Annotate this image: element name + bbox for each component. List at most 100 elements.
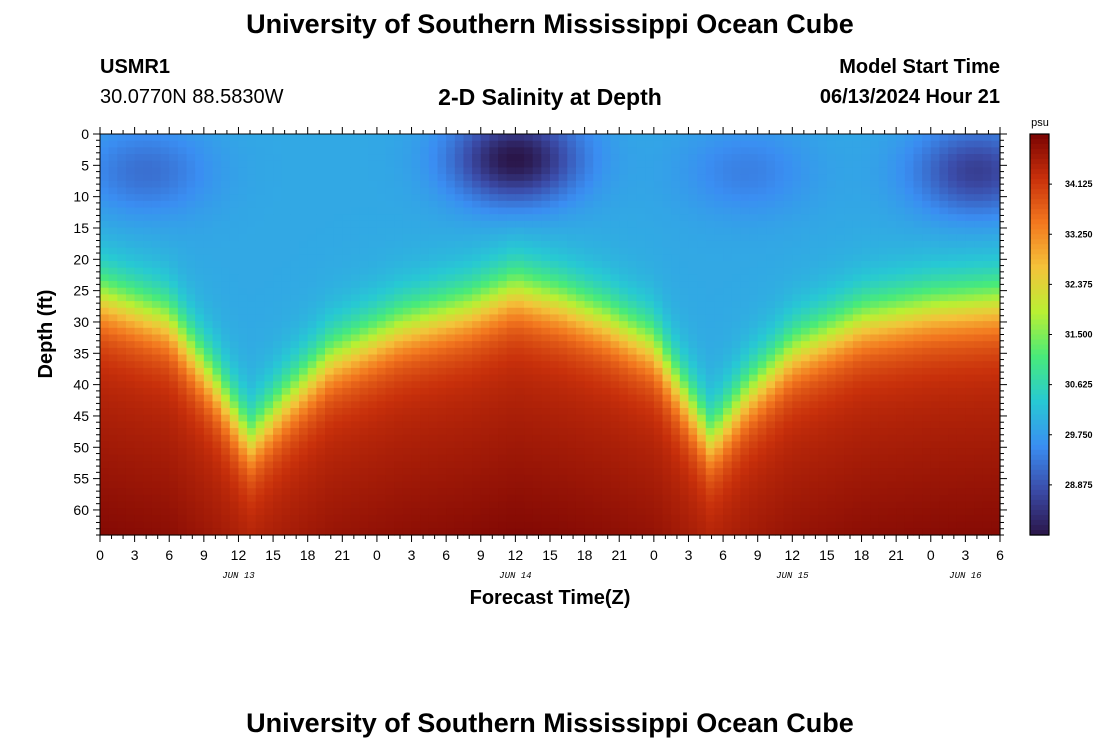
heatmap-cell bbox=[671, 408, 681, 416]
heatmap-cell bbox=[714, 227, 724, 235]
heatmap-cell bbox=[489, 441, 499, 449]
heatmap-cell bbox=[411, 481, 421, 489]
heatmap-cell bbox=[125, 287, 136, 295]
heatmap-cell bbox=[498, 314, 508, 322]
heatmap-cell bbox=[809, 267, 819, 275]
heatmap-cell bbox=[359, 301, 369, 309]
heatmap-cell bbox=[402, 481, 413, 489]
heatmap-cell bbox=[489, 454, 499, 463]
heatmap-cell bbox=[359, 421, 369, 429]
heatmap-cell bbox=[688, 374, 698, 382]
heatmap-cell bbox=[454, 307, 465, 316]
heatmap-cell bbox=[203, 401, 214, 409]
heatmap-cell bbox=[195, 434, 205, 443]
heatmap-cell bbox=[394, 174, 404, 182]
heatmap-cell bbox=[541, 267, 551, 275]
heatmap-cell bbox=[723, 521, 733, 529]
heatmap-cell bbox=[463, 474, 473, 483]
heatmap-cell bbox=[575, 374, 586, 382]
heatmap-cell bbox=[169, 287, 179, 295]
heatmap-cell bbox=[697, 180, 707, 189]
heatmap-cell bbox=[610, 441, 620, 449]
heatmap-cell bbox=[117, 187, 127, 195]
heatmap-cell bbox=[705, 428, 716, 436]
heatmap-cell bbox=[108, 321, 118, 329]
heatmap-cell bbox=[125, 274, 136, 282]
heatmap-cell bbox=[255, 227, 266, 235]
heatmap-cell bbox=[498, 481, 508, 489]
heatmap-cell bbox=[411, 501, 421, 509]
heatmap-cell bbox=[601, 354, 612, 362]
heatmap-cell bbox=[117, 281, 127, 289]
heatmap-cell bbox=[195, 468, 205, 476]
heatmap-cell bbox=[757, 187, 767, 195]
heatmap-cell bbox=[437, 481, 447, 489]
heatmap-cell bbox=[402, 147, 413, 155]
heatmap-cell bbox=[151, 481, 162, 489]
heatmap-cell bbox=[238, 247, 248, 255]
heatmap-cell bbox=[143, 494, 153, 503]
heatmap-cell bbox=[385, 234, 395, 242]
heatmap-cell bbox=[264, 227, 274, 235]
heatmap-cell bbox=[775, 501, 785, 509]
heatmap-cell bbox=[800, 134, 811, 142]
heatmap-cell bbox=[428, 260, 439, 269]
heatmap-cell bbox=[679, 361, 690, 369]
heatmap-cell bbox=[290, 167, 300, 175]
heatmap-cell bbox=[203, 267, 214, 275]
heatmap-cell bbox=[446, 508, 456, 516]
heatmap-cell bbox=[437, 508, 447, 516]
heatmap-cell bbox=[316, 481, 326, 489]
heatmap-cell bbox=[420, 314, 430, 322]
heatmap-cell bbox=[498, 214, 508, 222]
heatmap-cell bbox=[524, 281, 534, 289]
heatmap-cell bbox=[342, 327, 352, 336]
heatmap-cell bbox=[498, 521, 508, 529]
heatmap-cell bbox=[679, 501, 690, 509]
heatmap-cell bbox=[108, 254, 118, 262]
heatmap-cell bbox=[368, 281, 378, 289]
heatmap-cell bbox=[325, 307, 335, 316]
heatmap-cell bbox=[783, 267, 793, 275]
heatmap-cell bbox=[809, 307, 819, 316]
heatmap-cell bbox=[723, 160, 733, 169]
heatmap-cell bbox=[697, 387, 707, 396]
heatmap-cell bbox=[100, 287, 110, 295]
heatmap-cell bbox=[195, 488, 205, 496]
heatmap-cell bbox=[714, 214, 724, 222]
heatmap-cell bbox=[524, 361, 534, 369]
heatmap-cell bbox=[636, 240, 646, 249]
heatmap-cell bbox=[446, 494, 456, 503]
heatmap-cell bbox=[125, 200, 136, 209]
heatmap-cell bbox=[671, 321, 681, 329]
heatmap-cell bbox=[619, 294, 629, 302]
heatmap-cell bbox=[671, 521, 681, 529]
heatmap-cell bbox=[541, 240, 551, 249]
heatmap-cell bbox=[679, 468, 690, 476]
heatmap-cell bbox=[506, 214, 516, 222]
heatmap-cell bbox=[411, 381, 421, 389]
heatmap-cell bbox=[532, 461, 542, 469]
heatmap-cell bbox=[169, 140, 179, 148]
heatmap-cell bbox=[108, 394, 118, 402]
heatmap-cell bbox=[697, 234, 707, 242]
heatmap-cell bbox=[749, 421, 759, 429]
heatmap-cell bbox=[714, 240, 724, 249]
heatmap-cell bbox=[731, 414, 741, 422]
heatmap-cell bbox=[541, 448, 551, 456]
heatmap-cell bbox=[125, 301, 136, 309]
heatmap-cell bbox=[437, 281, 447, 289]
heatmap-cell bbox=[550, 167, 560, 175]
heatmap-cell bbox=[532, 367, 542, 376]
heatmap-cell bbox=[160, 274, 170, 282]
heatmap-cell bbox=[705, 227, 716, 235]
heatmap-cell bbox=[472, 274, 482, 282]
heatmap-cell bbox=[281, 501, 291, 509]
heatmap-cell bbox=[653, 180, 664, 189]
heatmap-cell bbox=[212, 160, 222, 169]
heatmap-cell bbox=[472, 474, 482, 483]
heatmap-cell bbox=[342, 207, 352, 215]
heatmap-cell bbox=[316, 180, 326, 189]
heatmap-cell bbox=[800, 474, 811, 483]
heatmap-cell bbox=[454, 160, 465, 169]
